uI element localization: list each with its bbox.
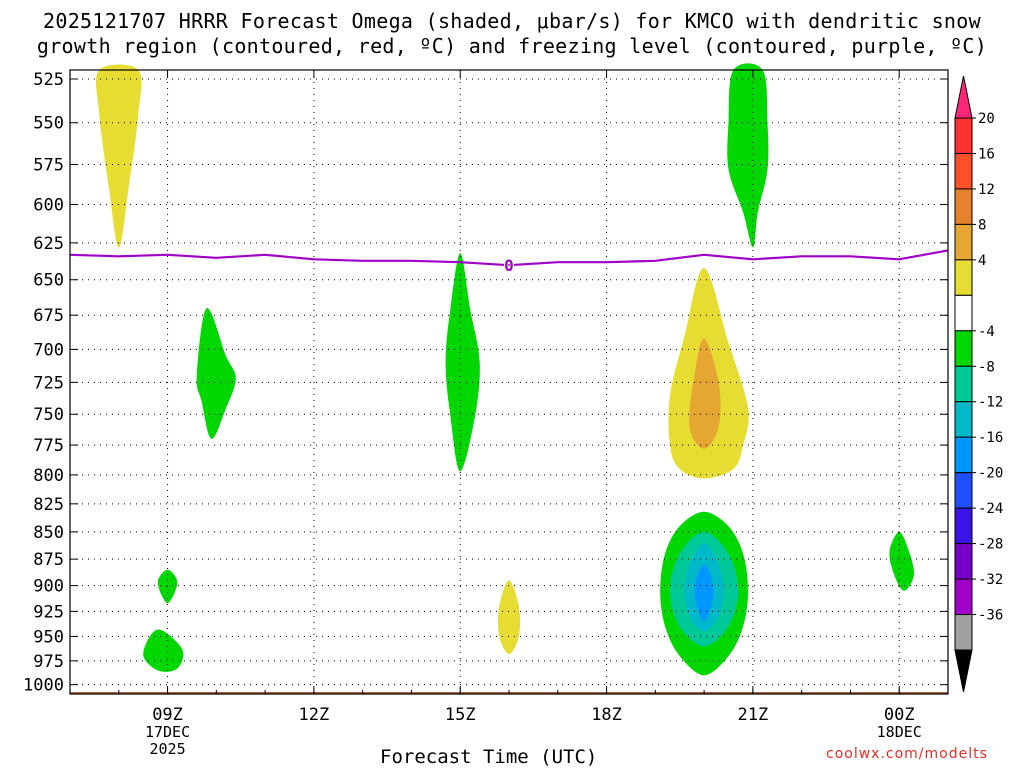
y-tick-label-700: 700 [33,340,64,360]
y-tick-label-775: 775 [33,436,64,456]
y-tick-label-650: 650 [33,271,64,291]
omega-region-9 [727,63,769,248]
colorbar-label--24: -24 [978,501,1003,517]
colorbar-box-1 [954,117,973,154]
y-tick-label-850: 850 [33,523,64,543]
colorbar-label--36: -36 [978,608,1003,624]
plot-frame [69,69,949,695]
colorbar-label--8: -8 [978,359,995,375]
x-date-label-00Z: 18DEC [877,723,922,741]
freezing-level-label-bg [504,257,514,274]
omega-region-13 [694,564,714,622]
x-tick-label-12Z: 12Z [299,705,330,725]
x-axis-title: Forecast Time (UTC) [380,746,598,768]
x-tick-label-09Z: 09Z [152,705,183,725]
omega-shaded-regions [95,63,915,676]
y-tick-label-825: 825 [33,495,64,515]
x-tick-label-21Z: 21Z [738,705,769,725]
y-tick-label-800: 800 [33,466,64,486]
colorbar-label--20: -20 [978,466,1003,482]
y-tick-label-900: 900 [33,577,64,597]
omega-region-6 [498,580,520,655]
colorbar-box-9 [954,401,973,438]
colorbar-bottom-arrow [954,649,973,693]
x-year-label-09Z: 2025 [149,740,185,758]
y-tick-label-1000: 1000 [23,676,64,696]
y-tick-label-675: 675 [33,306,64,326]
axes: 525 550 575 600 625 650 675 700 725 750 775 800 825 8… [23,69,949,758]
chart-title-line2: growth region (contoured, red, ºC) and f… [36,34,988,58]
y-tick-label-725: 725 [33,373,64,393]
omega-region-5 [445,253,480,472]
y-tick-label-525: 525 [33,70,64,90]
y-tick-label-550: 550 [33,114,64,134]
colorbar-label-12: 12 [978,182,995,198]
colorbar-label--4: -4 [978,324,995,340]
colorbar-box-8 [954,365,973,403]
colorbar-box-15 [954,614,973,651]
colorbar-box-4 [954,223,973,261]
y-tick-label-875: 875 [33,550,64,570]
omega-region-14 [889,531,915,591]
y-tick-label-600: 600 [33,196,64,216]
x-date-label-09Z: 17DEC [145,723,190,741]
x-tick-label-15Z: 15Z [445,705,476,725]
gridlines [70,70,948,694]
colorbar-box-11 [954,472,973,509]
colorbar-label--32: -32 [978,572,1003,588]
colorbar-label--28: -28 [978,537,1003,553]
colorbar-label--16: -16 [978,430,1003,446]
colorbar: 20 16 12 8 4 -4 -8 -12 -16 -20 -24 -28 -32 -36 [954,75,1003,693]
omega-region-2 [196,308,236,440]
credit-link[interactable]: coolwx.com/modelts [826,746,988,762]
freezing-level-label: 0 [504,256,514,275]
x-tick-label-18Z: 18Z [591,705,622,725]
colorbar-label-20: 20 [978,111,995,127]
y-tick-label-950: 950 [33,627,64,647]
colorbar-box-14 [954,578,973,616]
colorbar-box-6 [954,294,973,332]
omega-region-4 [143,629,184,672]
colorbar-top-arrow [954,75,973,119]
colorbar-box-13 [954,543,973,580]
colorbar-label-4: 4 [978,253,986,269]
x-tick-label-00Z: 00Z [884,705,915,725]
colorbar-box-12 [954,507,973,545]
colorbar-label-8: 8 [978,217,986,233]
chart-title-line1: 2025121707 HRRR Forecast Omega (shaded, … [43,9,981,33]
colorbar-label--12: -12 [978,395,1003,411]
colorbar-box-3 [954,188,973,225]
colorbar-label-16: 16 [978,146,995,162]
y-tick-label-575: 575 [33,156,64,176]
y-tick-label-975: 975 [33,652,64,672]
y-tick-label-750: 750 [33,405,64,425]
freezing-level-layer: 0 [69,249,949,275]
omega-region-1 [95,64,142,248]
y-tick-label-625: 625 [33,234,64,254]
colorbar-box-7 [954,330,973,367]
y-tick-label-925: 925 [33,602,64,622]
colorbar-box-10 [954,436,973,474]
colorbar-box-2 [954,152,973,190]
omega-region-8 [689,338,721,449]
colorbar-box-5 [954,259,973,296]
